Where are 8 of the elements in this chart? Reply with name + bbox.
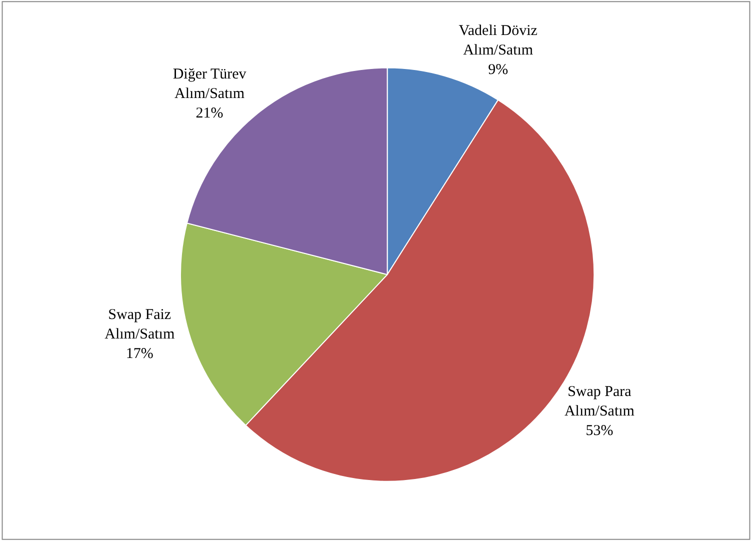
data-label: 9%: [488, 62, 508, 78]
slice-label: Vadeli Döviz Alım/Satım: [458, 23, 538, 59]
data-label: 17%: [126, 346, 154, 362]
slice-label: Swap Para Alım/Satım: [564, 384, 635, 420]
slice-label: Diğer Türev Alım/Satım: [172, 66, 247, 102]
slice-label: Swap Faiz Alım/Satım: [104, 306, 175, 342]
data-label: 53%: [586, 423, 614, 440]
data-label: 21%: [196, 105, 224, 122]
